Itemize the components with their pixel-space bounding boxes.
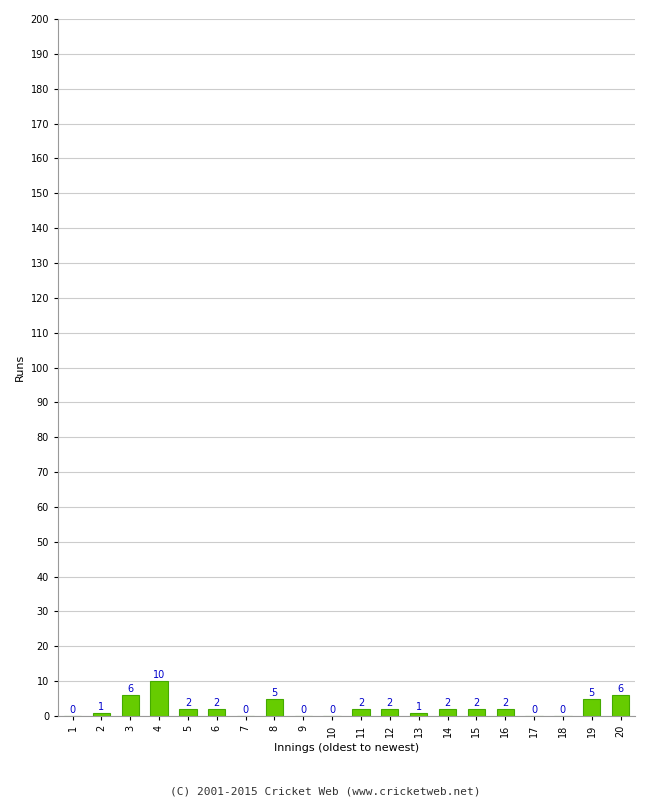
Bar [150,681,168,716]
Bar [122,695,139,716]
Text: 2: 2 [185,698,191,708]
Bar [583,698,601,716]
Text: 0: 0 [329,706,335,715]
Bar [439,709,456,716]
Text: 10: 10 [153,670,165,681]
Text: 2: 2 [387,698,393,708]
Text: 0: 0 [70,706,75,715]
Text: 2: 2 [214,698,220,708]
Text: 2: 2 [445,698,450,708]
Text: 6: 6 [127,685,133,694]
Text: 1: 1 [98,702,105,712]
Text: 1: 1 [415,702,422,712]
Text: 0: 0 [531,706,537,715]
Bar [93,713,110,716]
Text: 0: 0 [560,706,566,715]
X-axis label: Innings (oldest to newest): Innings (oldest to newest) [274,743,419,753]
Text: 5: 5 [271,688,278,698]
Bar [266,698,283,716]
Bar [497,709,514,716]
Y-axis label: Runs: Runs [15,354,25,381]
Text: (C) 2001-2015 Cricket Web (www.cricketweb.net): (C) 2001-2015 Cricket Web (www.cricketwe… [170,786,480,796]
Text: 5: 5 [589,688,595,698]
Bar [468,709,485,716]
Bar [208,709,226,716]
Text: 2: 2 [358,698,364,708]
Text: 2: 2 [502,698,508,708]
Bar [352,709,370,716]
Bar [410,713,427,716]
Text: 6: 6 [618,685,623,694]
Bar [179,709,196,716]
Text: 0: 0 [242,706,249,715]
Bar [612,695,629,716]
Text: 2: 2 [473,698,480,708]
Bar [381,709,398,716]
Text: 0: 0 [300,706,306,715]
